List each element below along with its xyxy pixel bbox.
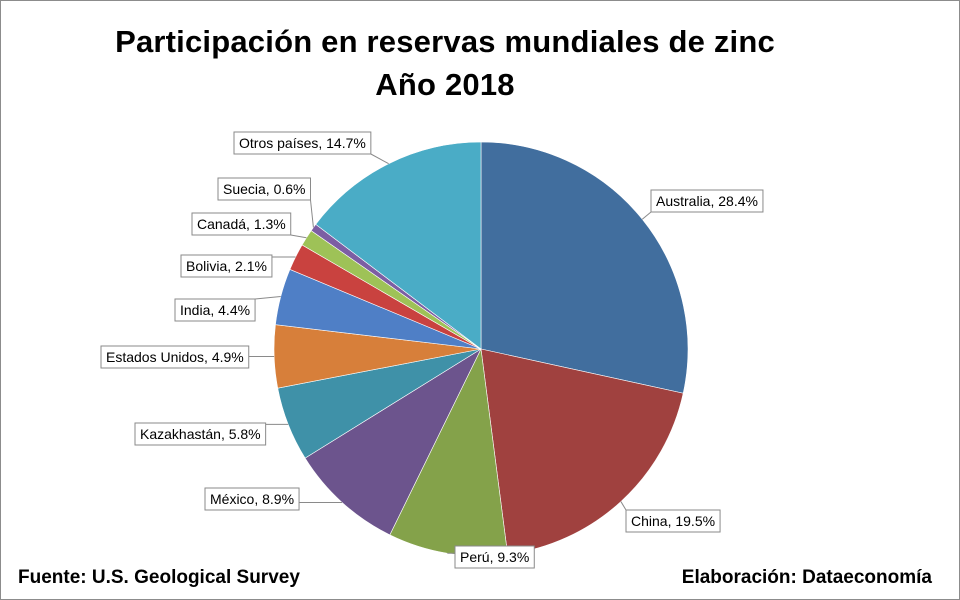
data-label: China, 19.5% bbox=[631, 513, 715, 529]
leader-line bbox=[310, 199, 314, 228]
data-label-box bbox=[625, 509, 721, 533]
leader-line bbox=[641, 211, 652, 220]
pie-slice-australia bbox=[480, 141, 689, 394]
data-label: Perú, 9.3% bbox=[460, 549, 529, 565]
chart-subtitle: Año 2018 bbox=[375, 67, 515, 102]
data-label: Otros países, 14.7% bbox=[239, 135, 366, 151]
leader-line bbox=[290, 234, 307, 239]
data-label-box bbox=[174, 298, 256, 322]
data-label-box bbox=[191, 212, 292, 236]
data-label: Australia, 28.4% bbox=[656, 193, 758, 209]
data-label-box bbox=[100, 345, 250, 369]
data-label: Canadá, 1.3% bbox=[197, 216, 286, 232]
leader-line bbox=[620, 501, 627, 511]
data-label-box bbox=[204, 487, 300, 511]
data-label-box bbox=[217, 177, 311, 201]
chart-title: Participación en reservas mundiales de z… bbox=[115, 24, 775, 59]
credit-note: Elaboración: Dataeconomía bbox=[681, 567, 932, 588]
data-label: Kazakhastán, 5.8% bbox=[140, 426, 261, 442]
data-label-box bbox=[180, 254, 273, 278]
source-note: Fuente: U.S. Geological Survey bbox=[18, 567, 300, 588]
data-label: Estados Unidos, 4.9% bbox=[106, 349, 244, 365]
data-label-box bbox=[454, 545, 535, 569]
data-label-box bbox=[650, 189, 764, 213]
data-label: India, 4.4% bbox=[180, 302, 250, 318]
leader-line bbox=[255, 296, 281, 300]
pie-slices bbox=[273, 141, 689, 557]
data-label: México, 8.9% bbox=[210, 491, 294, 507]
pie-slice-méxico bbox=[304, 348, 482, 536]
data-label-box bbox=[134, 422, 267, 446]
leader-line bbox=[370, 153, 389, 165]
data-label-box bbox=[233, 131, 372, 155]
data-label: Bolivia, 2.1% bbox=[186, 258, 267, 274]
data-label: Suecia, 0.6% bbox=[223, 181, 306, 197]
